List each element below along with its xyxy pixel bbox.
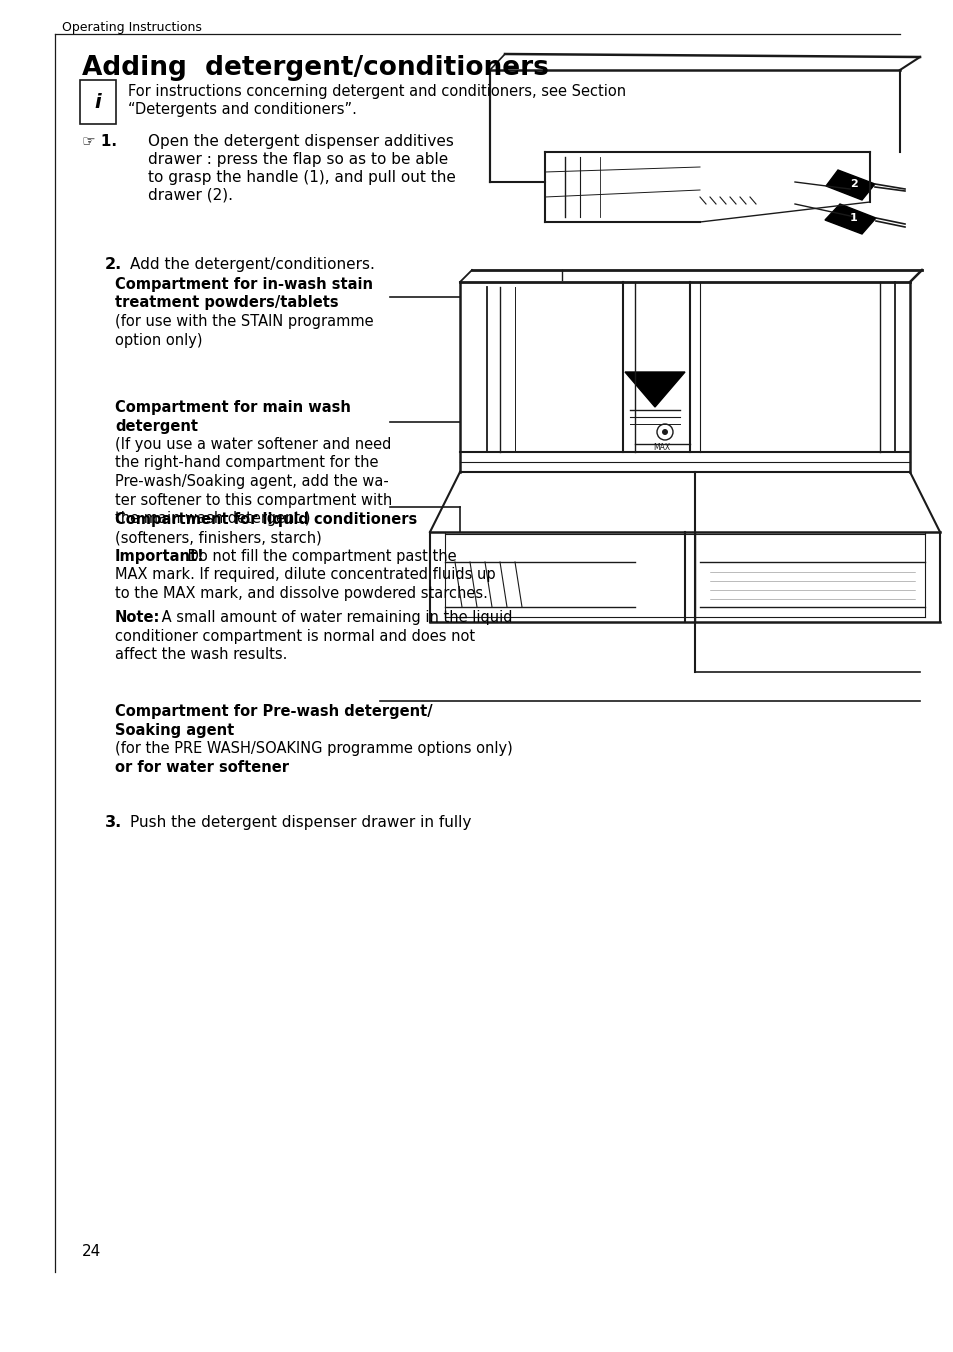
Text: Push the detergent dispenser drawer in fully: Push the detergent dispenser drawer in f… <box>130 815 471 830</box>
FancyBboxPatch shape <box>80 80 116 124</box>
Text: Do not fill the compartment past the: Do not fill the compartment past the <box>183 549 456 564</box>
Text: or for water softener: or for water softener <box>115 760 289 775</box>
Text: the main wash detergent.): the main wash detergent.) <box>115 511 310 526</box>
Text: Add the detergent/conditioners.: Add the detergent/conditioners. <box>130 257 375 272</box>
Text: 1: 1 <box>849 214 857 223</box>
Text: 2: 2 <box>849 178 857 189</box>
Text: the right-hand compartment for the: the right-hand compartment for the <box>115 456 378 470</box>
Text: Soaking agent: Soaking agent <box>115 722 234 737</box>
Text: i: i <box>94 92 101 111</box>
Polygon shape <box>624 372 684 407</box>
Text: Compartment for in-wash stain: Compartment for in-wash stain <box>115 277 373 292</box>
Text: ☞ 1.: ☞ 1. <box>82 134 117 149</box>
Text: drawer (2).: drawer (2). <box>148 188 233 203</box>
Text: (for use with the STAIN programme: (for use with the STAIN programme <box>115 314 374 329</box>
Text: Adding  detergent/conditioners: Adding detergent/conditioners <box>82 55 548 81</box>
Text: Important!: Important! <box>115 549 205 564</box>
Text: A small amount of water remaining in the liquid: A small amount of water remaining in the… <box>157 610 512 625</box>
Text: conditioner compartment is normal and does not: conditioner compartment is normal and do… <box>115 629 475 644</box>
Text: 2.: 2. <box>105 257 122 272</box>
Text: (softeners, finishers, starch): (softeners, finishers, starch) <box>115 530 321 545</box>
Text: Compartment for liquid conditioners: Compartment for liquid conditioners <box>115 512 416 527</box>
Text: Pre-wash/Soaking agent, add the wa-: Pre-wash/Soaking agent, add the wa- <box>115 475 388 489</box>
Text: drawer : press the flap so as to be able: drawer : press the flap so as to be able <box>148 151 448 168</box>
Text: 24: 24 <box>82 1244 101 1259</box>
Text: (for the PRE WASH/SOAKING programme options only): (for the PRE WASH/SOAKING programme opti… <box>115 741 512 756</box>
Text: to grasp the handle (1), and pull out the: to grasp the handle (1), and pull out th… <box>148 170 456 185</box>
Text: “Detergents and conditioners”.: “Detergents and conditioners”. <box>128 101 356 118</box>
Text: Note:: Note: <box>115 610 160 625</box>
Text: 3.: 3. <box>105 815 122 830</box>
Text: For instructions concerning detergent and conditioners, see Section: For instructions concerning detergent an… <box>128 84 625 99</box>
Circle shape <box>661 429 667 435</box>
Text: ter softener to this compartment with: ter softener to this compartment with <box>115 492 392 507</box>
Text: MAX mark. If required, dilute concentrated fluids up: MAX mark. If required, dilute concentrat… <box>115 568 496 583</box>
Text: to the MAX mark, and dissolve powdered starches.: to the MAX mark, and dissolve powdered s… <box>115 585 487 602</box>
Text: MAX: MAX <box>653 443 670 453</box>
Text: (If you use a water softener and need: (If you use a water softener and need <box>115 437 391 452</box>
Text: Open the detergent dispenser additives: Open the detergent dispenser additives <box>148 134 454 149</box>
Polygon shape <box>825 170 874 200</box>
Text: Compartment for Pre-wash detergent/: Compartment for Pre-wash detergent/ <box>115 704 432 719</box>
Polygon shape <box>824 204 875 234</box>
Text: affect the wash results.: affect the wash results. <box>115 648 287 662</box>
Text: Compartment for main wash: Compartment for main wash <box>115 400 351 415</box>
Text: detergent: detergent <box>115 419 198 434</box>
Text: treatment powders/tablets: treatment powders/tablets <box>115 296 338 311</box>
Text: option only): option only) <box>115 333 202 347</box>
Text: Operating Instructions: Operating Instructions <box>62 22 202 34</box>
